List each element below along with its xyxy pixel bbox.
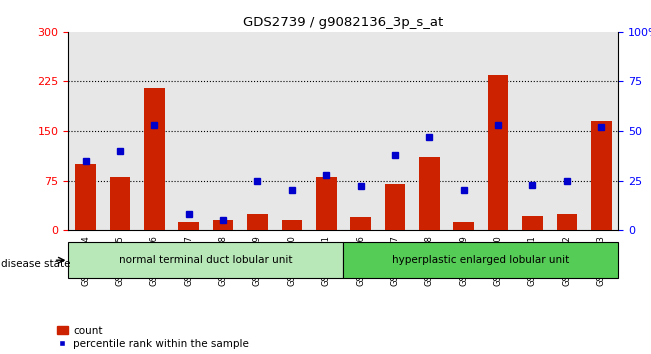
Bar	[281, 220, 302, 230]
Text: hyperplastic enlarged lobular unit: hyperplastic enlarged lobular unit	[393, 255, 570, 265]
Bar	[488, 75, 508, 230]
Text: disease state: disease state	[1, 259, 71, 269]
Bar	[412, 32, 447, 230]
Bar	[385, 184, 406, 230]
Bar	[137, 32, 171, 230]
Bar	[344, 242, 618, 278]
Bar	[316, 177, 337, 230]
Bar	[344, 32, 378, 230]
Bar	[213, 220, 233, 230]
Bar	[447, 32, 481, 230]
Bar	[350, 217, 371, 230]
Bar	[275, 32, 309, 230]
Bar	[453, 222, 474, 230]
Bar	[171, 32, 206, 230]
Bar	[584, 32, 618, 230]
Title: GDS2739 / g9082136_3p_s_at: GDS2739 / g9082136_3p_s_at	[243, 16, 443, 29]
Bar	[481, 32, 516, 230]
Bar	[522, 216, 543, 230]
Bar	[419, 158, 439, 230]
Bar	[68, 32, 103, 230]
Legend: count, percentile rank within the sample: count, percentile rank within the sample	[57, 326, 249, 349]
Bar	[557, 213, 577, 230]
Bar	[240, 32, 275, 230]
Bar	[206, 32, 240, 230]
Bar	[378, 32, 412, 230]
Text: normal terminal duct lobular unit: normal terminal duct lobular unit	[119, 255, 293, 265]
Bar	[549, 32, 584, 230]
Bar	[144, 88, 165, 230]
Bar	[591, 121, 611, 230]
Bar	[178, 222, 199, 230]
Bar	[309, 32, 344, 230]
Bar	[76, 164, 96, 230]
Bar	[109, 177, 130, 230]
Bar	[516, 32, 549, 230]
Bar	[103, 32, 137, 230]
Bar	[68, 242, 344, 278]
Bar	[247, 213, 268, 230]
